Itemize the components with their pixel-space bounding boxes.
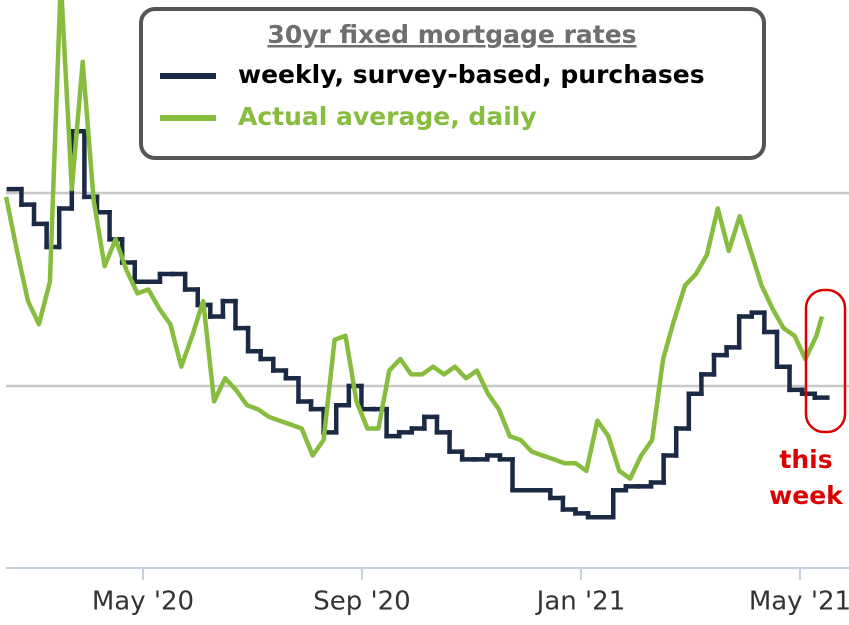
legend-label: Actual average, daily (238, 102, 537, 131)
legend-label: weekly, survey-based, purchases (238, 60, 705, 89)
series-line (3, 0, 825, 481)
legend-title: 30yr fixed mortgage rates (267, 20, 636, 49)
x-tick-label: Jan '21 (535, 587, 626, 617)
annotation-text: this (779, 445, 832, 474)
plot-area (3, 0, 830, 520)
x-tick-label: Sep '20 (313, 587, 411, 617)
annotation: this week (769, 288, 847, 510)
x-axis: May '20 Sep '20 Jan '21 May '21 (92, 568, 849, 617)
legend: 30yr fixed mortgage rates weekly, survey… (139, 7, 766, 160)
grid (6, 191, 849, 388)
annotation-text: week (769, 481, 844, 510)
legend-box (139, 7, 766, 160)
x-tick-label: May '20 (92, 587, 194, 617)
highlight-box (804, 288, 847, 434)
x-tick-label: May '21 (749, 587, 849, 617)
